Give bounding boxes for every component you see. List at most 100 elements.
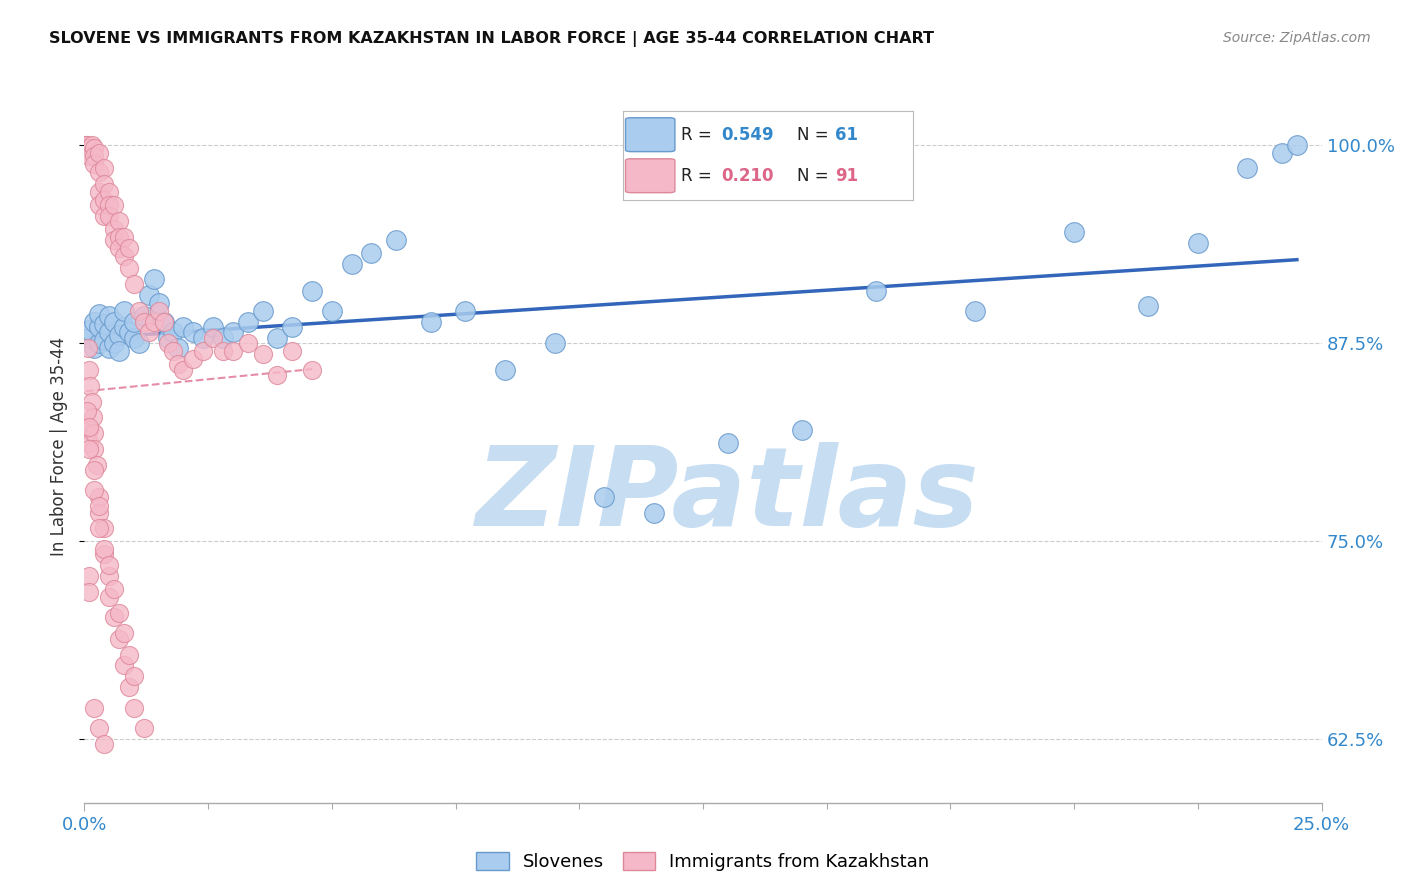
Point <box>112 304 135 318</box>
Point <box>103 315 125 329</box>
Point <box>162 325 184 339</box>
Point <box>593 490 616 504</box>
Point <box>79 442 101 457</box>
Point <box>252 304 274 318</box>
Point <box>108 241 131 255</box>
Point <box>202 320 225 334</box>
Text: SLOVENE VS IMMIGRANTS FROM KAZAKHSTAN IN LABOR FORCE | AGE 35-44 CORRELATION CHA: SLOVENE VS IMMIGRANTS FROM KAZAKHSTAN IN… <box>49 31 934 47</box>
Legend: Slovenes, Immigrants from Kazakhstan: Slovenes, Immigrants from Kazakhstan <box>470 845 936 879</box>
Point <box>93 317 115 331</box>
Point <box>132 315 155 329</box>
Point <box>385 233 408 247</box>
Point <box>142 315 165 329</box>
Point <box>965 304 987 318</box>
Point <box>138 325 160 339</box>
Point <box>79 435 101 450</box>
Point <box>122 700 145 714</box>
Point <box>83 157 105 171</box>
Point <box>281 320 304 334</box>
Point <box>191 331 214 345</box>
Point <box>89 506 111 520</box>
Point <box>89 320 111 334</box>
Text: N =: N = <box>797 126 834 144</box>
Point <box>152 315 174 329</box>
FancyBboxPatch shape <box>626 118 675 152</box>
Point <box>112 657 135 672</box>
FancyBboxPatch shape <box>626 159 675 193</box>
Point <box>643 506 665 520</box>
Text: Source: ZipAtlas.com: Source: ZipAtlas.com <box>1223 31 1371 45</box>
Point <box>89 521 111 535</box>
Point <box>108 214 131 228</box>
Text: 91: 91 <box>835 167 858 185</box>
Point <box>89 186 111 200</box>
Point <box>80 394 103 409</box>
Point <box>98 558 121 572</box>
Point <box>118 648 141 663</box>
Point <box>83 483 105 498</box>
Point <box>1236 161 1258 176</box>
Point <box>79 378 101 392</box>
Point <box>103 610 125 624</box>
Point <box>93 521 115 535</box>
Point <box>79 141 101 155</box>
Point <box>89 307 111 321</box>
Point <box>98 325 121 339</box>
Point <box>236 315 259 329</box>
Point <box>252 347 274 361</box>
Point <box>75 137 97 152</box>
Point <box>98 590 121 604</box>
Text: ZIPatlas: ZIPatlas <box>475 442 980 549</box>
Point <box>152 315 174 329</box>
Point <box>172 320 194 334</box>
Point <box>83 141 105 155</box>
Point <box>222 343 245 358</box>
Point <box>93 161 115 176</box>
Point <box>83 463 105 477</box>
Point <box>83 341 105 355</box>
Point <box>82 410 104 425</box>
Point <box>118 241 141 255</box>
Point <box>89 198 111 212</box>
Point <box>236 335 259 350</box>
Point <box>167 341 190 355</box>
Point <box>98 198 121 212</box>
Point <box>167 357 190 371</box>
Point <box>80 137 103 152</box>
Y-axis label: In Labor Force | Age 35-44: In Labor Force | Age 35-44 <box>51 336 69 556</box>
Point <box>222 325 245 339</box>
Point <box>128 304 150 318</box>
Point <box>1285 137 1308 152</box>
Point <box>128 335 150 350</box>
Point <box>790 423 813 437</box>
Point <box>132 309 155 323</box>
Point <box>108 632 131 647</box>
Point <box>301 284 323 298</box>
Point <box>83 442 105 457</box>
Point <box>89 490 111 504</box>
Point <box>89 721 111 735</box>
Point <box>79 331 101 345</box>
Point <box>89 164 111 178</box>
Point <box>79 423 101 437</box>
Point <box>79 323 101 337</box>
Point <box>103 582 125 596</box>
Point <box>1187 235 1209 250</box>
Point <box>98 309 121 323</box>
Point <box>157 331 180 345</box>
Point <box>86 458 108 472</box>
Point <box>83 700 105 714</box>
Text: R =: R = <box>681 167 717 185</box>
Point <box>419 315 441 329</box>
Point <box>98 341 121 355</box>
Point <box>162 343 184 358</box>
Point <box>212 331 235 345</box>
Point <box>93 178 115 192</box>
Text: N =: N = <box>797 167 834 185</box>
Point <box>266 331 288 345</box>
Point <box>103 198 125 212</box>
Point <box>112 320 135 334</box>
Point <box>1271 145 1294 160</box>
Point <box>76 137 98 152</box>
Point <box>112 229 135 244</box>
